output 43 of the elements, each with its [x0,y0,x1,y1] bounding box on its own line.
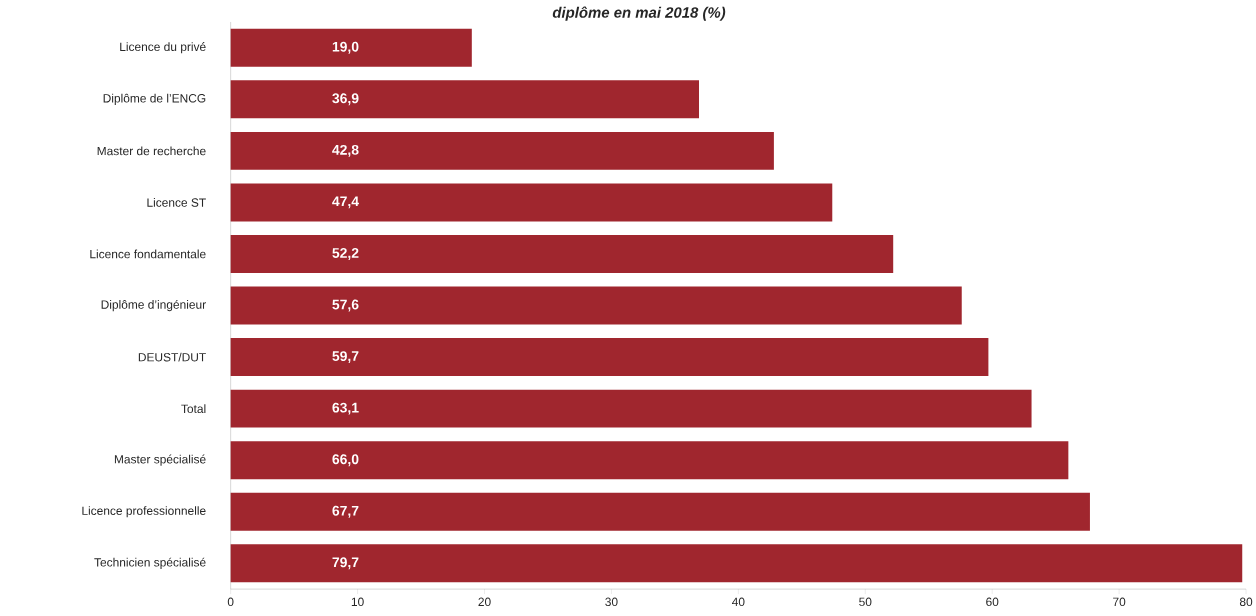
data-label: 67,7 [332,505,359,518]
bar [230,544,1243,583]
y-tick-label: Technicien spécialisé [94,557,206,569]
bar [230,183,833,222]
data-label: 42,8 [332,144,359,157]
y-tick-label: Master de recherche [97,146,206,156]
y-tick-label: Master spécialisé [114,454,206,466]
data-label: 36,9 [332,93,359,106]
x-tick-label: 60 [986,597,999,607]
data-label: 79,7 [332,557,359,570]
x-tick-label: 50 [859,597,872,607]
y-tick-label: Diplôme de l’ENCG [103,93,206,105]
data-label: 52,2 [332,248,359,260]
x-tick-label: 80 [1239,597,1253,607]
x-tick-label: 30 [605,597,618,607]
data-label: 63,1 [332,402,359,415]
data-label: 19,0 [332,41,359,54]
x-tick-label: 0 [227,597,234,607]
bar [230,28,472,67]
y-tick-label: Licence ST [147,198,206,207]
x-tick-label: 20 [478,597,491,607]
data-label: 47,4 [332,196,359,209]
y-tick-label: DEUST/DUT [138,352,206,362]
y-tick-label: Diplôme d’ingénieur [101,299,206,312]
bar [230,389,1032,428]
data-label: 59,7 [332,351,359,364]
y-tick-label: Licence du privé [120,42,206,54]
y-tick-label: Licence fondamentale [90,249,206,259]
bar [230,338,989,377]
bar [230,441,1069,480]
data-label: 66,0 [332,454,359,467]
bar [230,131,774,170]
bar [230,286,962,325]
y-tick-label: Total [181,404,206,413]
bar [230,492,1090,531]
x-tick-label: 70 [1113,597,1126,607]
chart-title: diplôme en mai 2018 (%) [552,6,726,21]
x-tick-label: 40 [732,597,745,607]
data-label: 57,6 [332,299,359,312]
bar [230,234,894,273]
bar [230,80,700,119]
y-tick-label: Licence professionnelle [82,506,206,518]
x-tick-label: 10 [351,597,364,607]
